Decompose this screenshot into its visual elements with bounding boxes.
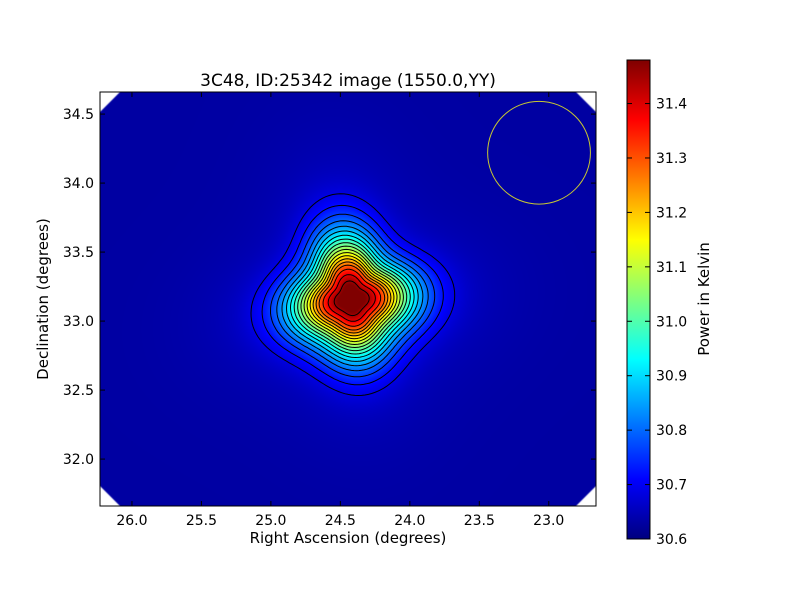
colorbar-tick-label: 31.2 [656,205,687,221]
contour-line [270,213,436,378]
colorbar-gradient [626,59,651,540]
contour-line [322,268,382,327]
contour-line [261,204,444,386]
colorbar-tick-label: 31.4 [656,97,687,113]
y-tick-label: 34.5 [63,107,94,123]
y-tick-label: 34.0 [63,176,94,192]
contour-line [281,225,424,367]
x-tick-label: 23.0 [533,513,564,529]
plot-frame [99,91,597,507]
colorbar-label: Power in Kelvin [695,242,713,356]
x-tick-label: 26.0 [116,513,147,529]
colorbar-tick-label: 31.1 [656,260,687,276]
contour-line [315,261,389,334]
colorbar-ticks: 30.6 30.7 30.8 30.9 31.0 31.1 31.2 31.3 31.4 [627,97,687,548]
colorbar-tick-label: 30.6 [656,532,687,548]
contour-line [312,258,392,337]
plot-area [99,91,597,507]
x-tick-label: 23.5 [464,513,495,529]
colorbar-tick-label: 30.8 [656,423,687,439]
contour-line [250,193,456,397]
x-axis: 26.0 25.5 25.0 24.5 24.0 23.5 23.0 [116,92,564,529]
y-tick-label: 33.5 [63,245,94,261]
contour-line [285,230,419,362]
y-axis-label: Declination (degrees) [34,218,52,380]
chart-title: 3C48, ID:25342 image (1550.0,YY) [200,71,496,91]
contour-lines [250,193,456,397]
contour-line [297,242,408,352]
colorbar-tick-label: 31.0 [656,314,687,330]
contour-line [333,280,370,317]
y-tick-label: 32.0 [63,452,94,468]
y-axis: 32.0 32.5 33.0 33.5 34.0 34.5 [63,107,596,468]
x-tick-label: 25.0 [255,513,286,529]
beam-circle [487,100,591,205]
contour-line [289,234,415,359]
heatmap-image [100,92,596,506]
colorbar: 30.6 30.7 30.8 30.9 31.0 31.1 31.2 31.3 31.4 Pow… [626,59,713,548]
contour-line [303,248,401,346]
colorbar-tick-label: 30.9 [656,369,687,385]
x-axis-label: Right Ascension (degrees) [250,529,447,547]
colorbar-tick-label: 31.3 [656,151,687,167]
colorbar-tick-label: 30.7 [656,478,687,494]
contour-line [327,274,376,322]
x-tick-label: 24.5 [325,513,356,529]
contour-line [300,245,404,349]
contour-line [318,264,386,331]
x-tick-label: 25.5 [186,513,217,529]
y-tick-label: 32.5 [63,383,94,399]
contour-line [276,220,429,372]
y-tick-label: 33.0 [63,314,94,330]
contour-line [293,238,411,355]
contour-line [306,252,398,343]
x-tick-label: 24.0 [394,513,425,529]
contour-line [309,255,395,340]
